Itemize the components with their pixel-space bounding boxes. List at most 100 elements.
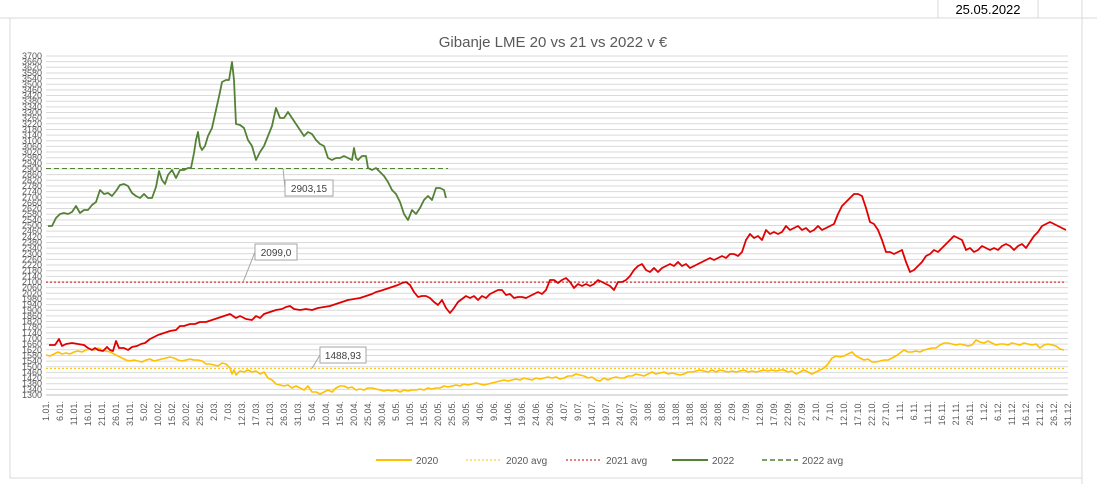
- x-tick-label: 16.12.: [1021, 401, 1031, 426]
- x-tick-label: 24.06.: [531, 401, 541, 426]
- label-2020-avg-box: [319, 346, 367, 364]
- x-tick-label: 2.09.: [727, 401, 737, 421]
- x-tick-label: 2.03.: [209, 401, 219, 421]
- y-tick-label: 3420: [22, 91, 42, 101]
- label-2021-avg: 2099,0: [261, 248, 292, 259]
- x-tick-label: 25.04.: [363, 401, 373, 426]
- x-tick-label: 12.10.: [839, 401, 849, 426]
- y-tick-label: 1580: [22, 350, 42, 360]
- x-tick-label: 20.02.: [181, 401, 191, 426]
- y-tick-label: 3660: [22, 57, 42, 67]
- series-2021-line: [49, 193, 1067, 352]
- x-tick-label: 8.08.: [657, 401, 667, 421]
- x-tick-label: 11.01.: [69, 401, 79, 425]
- x-tick-label: 31.12.: [1063, 401, 1073, 426]
- x-tick-label: 24.07.: [615, 401, 625, 426]
- series-2020-line: [45, 339, 1065, 395]
- legend-label: 2022: [712, 456, 735, 467]
- y-tick-label: 3540: [22, 74, 42, 84]
- x-tick-label: 21.01.: [97, 401, 107, 426]
- x-tick-label: 12.03.: [237, 401, 247, 426]
- y-tick-label: 2460: [22, 226, 42, 236]
- y-tick-label: 2820: [22, 175, 42, 185]
- x-tick-label: 23.08.: [699, 401, 709, 426]
- y-tick-label: 1780: [22, 322, 42, 332]
- y-tick-label: 2300: [22, 249, 42, 259]
- label-2020-avg: 1488,93: [325, 351, 362, 362]
- x-tick-label: 20.04.: [349, 401, 359, 426]
- legend-item: 2020: [376, 456, 439, 467]
- x-tick-label: 27.10.: [881, 401, 891, 426]
- x-tick-label: 16.11.: [937, 401, 947, 425]
- x-tick-label: 29.07.: [629, 401, 639, 426]
- date-cell[interactable]: 25.05.2022: [955, 2, 1021, 17]
- x-tick-label: 31.01.: [125, 401, 135, 426]
- x-tick-label: 15.02.: [167, 401, 177, 426]
- x-tick-label: 5.04.: [307, 401, 317, 421]
- x-tick-label: 3.08.: [643, 401, 653, 421]
- y-tick-label: 2180: [22, 266, 42, 276]
- x-tick-label: 1.11.: [895, 401, 905, 420]
- y-tick-label: 3700: [22, 51, 42, 61]
- label-2022-avg: 2903,15: [291, 184, 328, 195]
- x-tick-label: 26.11.: [965, 401, 975, 425]
- y-tick-label: 2860: [22, 170, 42, 180]
- x-tick-label: 6.11.: [909, 401, 919, 420]
- label-2022-avg-box: [284, 179, 334, 197]
- legend-item: 2022 avg: [762, 456, 843, 467]
- x-tick-label: 2.10.: [811, 401, 821, 421]
- y-tick-label: 1860: [22, 311, 42, 321]
- x-tick-label: 7.03.: [223, 401, 233, 421]
- x-tick-label: 21.03.: [265, 401, 275, 426]
- y-tick-label: 1820: [22, 317, 42, 327]
- label-2020-avg-leader: [311, 354, 321, 369]
- y-tick-label: 2380: [22, 237, 42, 247]
- x-tick-label: 10.04.: [321, 401, 331, 426]
- x-tick-label: 30.05.: [461, 401, 471, 426]
- x-tick-label: 30.04.: [377, 401, 387, 426]
- y-tick-label: 2060: [22, 283, 42, 293]
- y-tick-label: 2900: [22, 164, 42, 174]
- legend-label: 2022 avg: [802, 456, 843, 467]
- x-tick-label: 25.02.: [195, 401, 205, 426]
- x-tick-label: 5.02.: [139, 401, 149, 421]
- y-tick-label: 1460: [22, 367, 42, 377]
- y-tick-label: 1380: [22, 379, 42, 389]
- x-tick-label: 10.02.: [153, 401, 163, 426]
- y-tick-label: 3460: [22, 85, 42, 95]
- y-tick-label: 3260: [22, 113, 42, 123]
- x-tick-label: 17.03.: [251, 401, 261, 426]
- plot-area: 1300134013801420146015001540158016201660…: [22, 51, 1073, 426]
- y-tick-label: 1660: [22, 339, 42, 349]
- x-tick-label: 14.06.: [503, 401, 513, 426]
- y-tick-label: 2140: [22, 271, 42, 281]
- y-tick-label: 1420: [22, 373, 42, 383]
- label-2021-avg-box: [254, 243, 298, 261]
- x-tick-label: 21.12.: [1035, 401, 1045, 426]
- y-tick-label: 3060: [22, 141, 42, 151]
- y-tick-label: 3140: [22, 130, 42, 140]
- legend-label: 2020 avg: [506, 456, 547, 467]
- y-tick-label: 2660: [22, 198, 42, 208]
- x-tick-label: 28.08.: [713, 401, 723, 426]
- y-tick-label: 2540: [22, 215, 42, 225]
- x-tick-label: 11.12.: [1007, 401, 1017, 425]
- y-tick-label: 2700: [22, 192, 42, 202]
- y-tick-label: 1340: [22, 384, 42, 394]
- x-tick-label: 12.09.: [755, 401, 765, 426]
- y-tick-label: 2500: [22, 221, 42, 231]
- x-tick-label: 15.05.: [419, 401, 429, 426]
- x-tick-label: 14.07.: [587, 401, 597, 426]
- y-tick-label: 1700: [22, 334, 42, 344]
- legend-item: 2021 avg: [566, 456, 647, 467]
- x-tick-label: 1.01.: [41, 401, 51, 421]
- y-tick-label: 3180: [22, 124, 42, 134]
- x-tick-label: 7.09.: [741, 401, 751, 421]
- x-tick-label: 31.03.: [293, 401, 303, 426]
- x-tick-label: 22.09.: [783, 401, 793, 426]
- y-tick-label: 1540: [22, 356, 42, 366]
- x-tick-label: 22.10.: [867, 401, 877, 426]
- x-tick-label: 6.01.: [55, 401, 65, 421]
- y-tick-label: 3500: [22, 79, 42, 89]
- y-tick-label: 1980: [22, 294, 42, 304]
